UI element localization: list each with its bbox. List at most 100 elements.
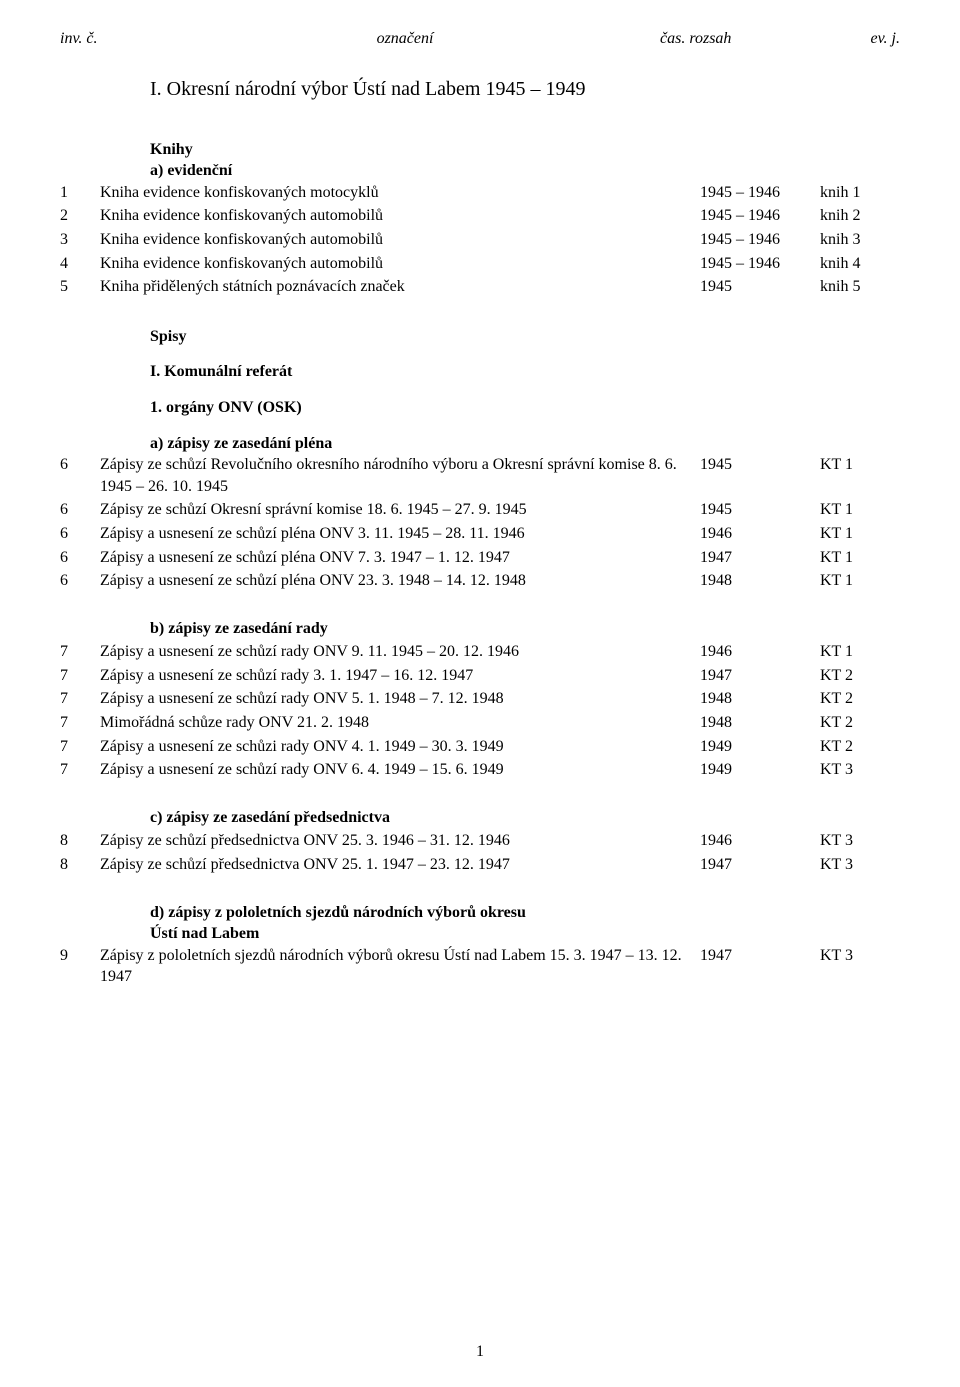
row-num: 7 [60, 736, 100, 758]
row-num: 7 [60, 759, 100, 781]
row-num: 9 [60, 945, 100, 967]
table-row: 6 Zápisy a usnesení ze schůzí pléna ONV … [60, 547, 900, 569]
row-ev: knih 2 [820, 205, 900, 227]
row-year: 1948 [700, 688, 820, 710]
row-year: 1945 [700, 276, 820, 298]
row-num: 6 [60, 523, 100, 545]
row-ev: KT 1 [820, 523, 900, 545]
spisy-sub1: I. Komunální referát [150, 361, 900, 383]
table-row: 7 Zápisy a usnesení ze schůzí rady 3. 1.… [60, 665, 900, 687]
table-row: 8 Zápisy ze schůzí předsednictva ONV 25.… [60, 830, 900, 852]
row-year: 1947 [700, 665, 820, 687]
table-row: 2 Kniha evidence konfiskovaných automobi… [60, 205, 900, 227]
row-text: Zápisy a usnesení ze schůzí pléna ONV 7.… [100, 547, 700, 569]
row-num: 3 [60, 229, 100, 251]
row-num: 8 [60, 854, 100, 876]
row-ev: knih 4 [820, 253, 900, 275]
row-ev: KT 3 [820, 945, 900, 967]
row-year: 1945 – 1946 [700, 253, 820, 275]
row-text: Kniha evidence konfiskovaných automobilů [100, 205, 700, 227]
row-ev: KT 2 [820, 712, 900, 734]
row-year: 1946 [700, 641, 820, 663]
row-text: Zápisy ze schůzí Revolučního okresního n… [100, 454, 700, 497]
row-text: Zápisy a usnesení ze schůzí pléna ONV 23… [100, 570, 700, 592]
row-text: Zápisy ze schůzí Okresní správní komise … [100, 499, 700, 521]
section-d-heading2: Ústí nad Labem [150, 923, 900, 945]
table-row: 7 Zápisy a usnesení ze schůzí rady ONV 9… [60, 641, 900, 663]
row-text: Kniha evidence konfiskovaných automobilů [100, 229, 700, 251]
row-ev: KT 3 [820, 830, 900, 852]
row-num: 7 [60, 665, 100, 687]
row-num: 8 [60, 830, 100, 852]
row-text: Kniha přidělených státních poznávacích z… [100, 276, 700, 298]
table-row: 1 Kniha evidence konfiskovaných motocykl… [60, 182, 900, 204]
row-year: 1945 [700, 499, 820, 521]
row-num: 7 [60, 688, 100, 710]
row-year: 1947 [700, 854, 820, 876]
row-text: Kniha evidence konfiskovaných motocyklů [100, 182, 700, 204]
row-year: 1945 – 1946 [700, 229, 820, 251]
row-text: Zápisy a usnesení ze schůzí rady ONV 5. … [100, 688, 700, 710]
row-ev: KT 2 [820, 665, 900, 687]
header-invc: inv. č. [60, 28, 150, 50]
table-row: 4 Kniha evidence konfiskovaných automobi… [60, 253, 900, 275]
table-row: 7 Mimořádná schůze rady ONV 21. 2. 1948 … [60, 712, 900, 734]
row-text: Zápisy a usnesení ze schůzí rady 3. 1. 1… [100, 665, 700, 687]
row-year: 1949 [700, 759, 820, 781]
table-row: 7 Zápisy a usnesení ze schůzi rady ONV 4… [60, 736, 900, 758]
spisy-sub2: 1. orgány ONV (OSK) [150, 397, 900, 419]
row-num: 6 [60, 570, 100, 592]
table-row: 8 Zápisy ze schůzí předsednictva ONV 25.… [60, 854, 900, 876]
row-year: 1947 [700, 547, 820, 569]
row-num: 6 [60, 499, 100, 521]
header-ev: ev. j. [820, 28, 900, 50]
knihy-heading: Knihy [150, 139, 900, 161]
table-row: 9 Zápisy z pololetních sjezdů národních … [60, 945, 900, 988]
page-number: 1 [0, 1341, 960, 1363]
row-text: Mimořádná schůze rady ONV 21. 2. 1948 [100, 712, 700, 734]
row-year: 1946 [700, 830, 820, 852]
row-text: Zápisy a usnesení ze schůzi rady ONV 4. … [100, 736, 700, 758]
table-row: 6 Zápisy ze schůzí Revolučního okresního… [60, 454, 900, 497]
row-year: 1945 – 1946 [700, 182, 820, 204]
row-text: Zápisy a usnesení ze schůzí pléna ONV 3.… [100, 523, 700, 545]
section-b-heading: b) zápisy ze zasedání rady [150, 618, 900, 640]
row-year: 1947 [700, 945, 820, 967]
row-ev: KT 1 [820, 547, 900, 569]
row-year: 1948 [700, 712, 820, 734]
row-ev: KT 2 [820, 736, 900, 758]
header-ozn: označení [150, 28, 660, 50]
row-ev: knih 3 [820, 229, 900, 251]
row-ev: KT 1 [820, 570, 900, 592]
row-num: 7 [60, 641, 100, 663]
row-year: 1949 [700, 736, 820, 758]
row-ev: KT 2 [820, 688, 900, 710]
row-num: 2 [60, 205, 100, 227]
table-row: 6 Zápisy a usnesení ze schůzí pléna ONV … [60, 570, 900, 592]
table-row: 5 Kniha přidělených státních poznávacích… [60, 276, 900, 298]
row-ev: knih 1 [820, 182, 900, 204]
table-row: 7 Zápisy a usnesení ze schůzí rady ONV 6… [60, 759, 900, 781]
table-row: 6 Zápisy ze schůzí Okresní správní komis… [60, 499, 900, 521]
row-ev: KT 1 [820, 499, 900, 521]
row-num: 4 [60, 253, 100, 275]
spisy-heading: Spisy [150, 326, 900, 348]
row-text: Zápisy ze schůzí předsednictva ONV 25. 1… [100, 854, 700, 876]
header-cas: čas. rozsah [660, 28, 820, 50]
row-year: 1946 [700, 523, 820, 545]
row-ev: KT 1 [820, 454, 900, 476]
row-ev: KT 3 [820, 759, 900, 781]
row-num: 7 [60, 712, 100, 734]
section-c-heading: c) zápisy ze zasedání předsednictva [150, 807, 900, 829]
row-num: 1 [60, 182, 100, 204]
table-row: 6 Zápisy a usnesení ze schůzí pléna ONV … [60, 523, 900, 545]
row-num: 6 [60, 454, 100, 476]
row-text: Zápisy a usnesení ze schůzí rady ONV 9. … [100, 641, 700, 663]
knihy-subheading: a) evidenční [150, 160, 900, 182]
row-num: 5 [60, 276, 100, 298]
section-d-heading1: d) zápisy z pololetních sjezdů národních… [150, 902, 900, 924]
row-ev: KT 1 [820, 641, 900, 663]
row-text: Kniha evidence konfiskovaných automobilů [100, 253, 700, 275]
row-year: 1945 [700, 454, 820, 476]
section-a-heading: a) zápisy ze zasedání pléna [150, 433, 900, 455]
